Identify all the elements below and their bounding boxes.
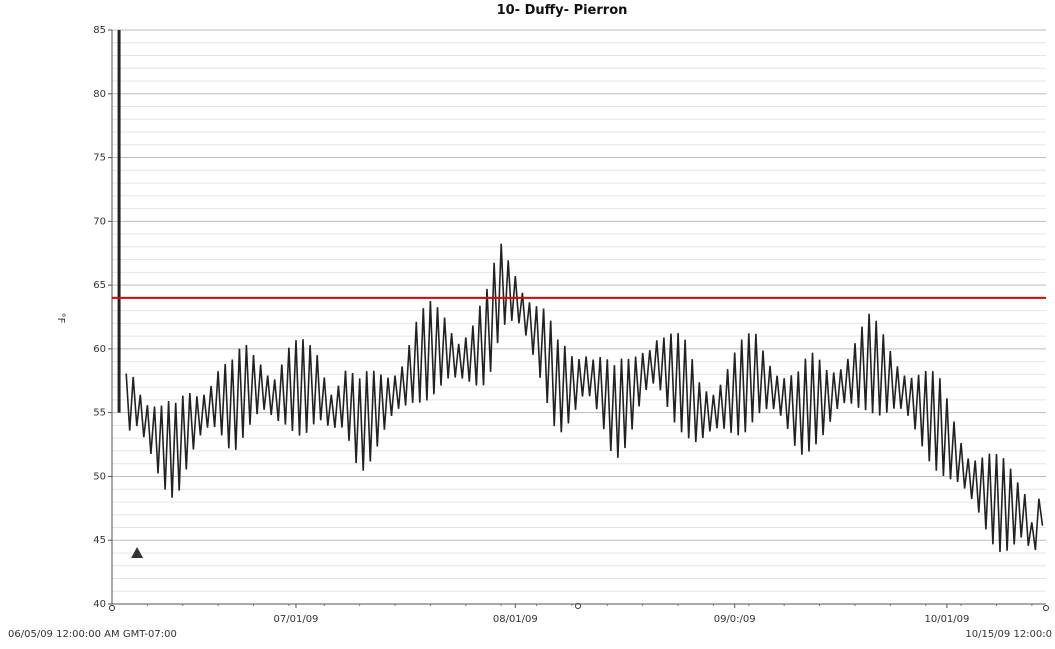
y-tick-label: 85 (93, 25, 106, 36)
y-axis-label: °F (55, 313, 66, 324)
y-tick-label: 45 (93, 535, 106, 546)
y-tick-label: 55 (93, 408, 106, 419)
y-tick-label: 40 (93, 599, 106, 610)
y-tick-label: 70 (93, 216, 106, 227)
x-end-label: 10/15/09 12:00:0 (965, 629, 1052, 640)
x-tick-label: 07/01/09 (274, 614, 319, 625)
x-tick-label: 10/01/09 (924, 614, 969, 625)
chart-title: 10- Duffy- Pierron (497, 3, 628, 18)
y-tick-label: 60 (93, 344, 106, 355)
x-start-label: 06/05/09 12:00:00 AM GMT-07:00 (8, 629, 177, 640)
x-tick-label: 09/0:/09 (714, 614, 756, 625)
y-tick-label: 65 (93, 280, 106, 291)
y-tick-label: 75 (93, 153, 106, 164)
y-tick-label: 80 (93, 89, 106, 100)
x-tick-label: 08/01/09 (493, 614, 538, 625)
y-tick-label: 50 (93, 471, 106, 482)
